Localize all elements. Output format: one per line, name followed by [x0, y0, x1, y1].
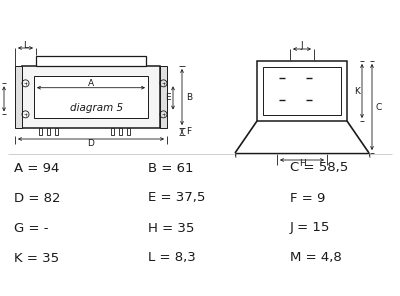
- Text: I: I: [234, 154, 236, 159]
- Text: C = 58,5: C = 58,5: [290, 162, 348, 175]
- Bar: [15, 66, 22, 128]
- Text: E = 37,5: E = 37,5: [148, 192, 205, 205]
- Bar: [263, 67, 341, 115]
- Text: A = 94: A = 94: [14, 162, 59, 175]
- Text: diagram 5: diagram 5: [70, 102, 123, 112]
- Bar: [46, 128, 50, 135]
- Text: D: D: [88, 139, 94, 147]
- Text: K = 35: K = 35: [14, 252, 59, 265]
- Text: F = 9: F = 9: [290, 192, 325, 205]
- Text: L = 8,3: L = 8,3: [148, 252, 196, 265]
- Bar: [22, 66, 160, 128]
- Text: L: L: [23, 41, 28, 49]
- Text: I: I: [368, 154, 370, 159]
- Text: M = 4,8: M = 4,8: [290, 252, 342, 265]
- Text: F: F: [186, 127, 191, 136]
- Text: B = 61: B = 61: [148, 162, 194, 175]
- Text: J = 15: J = 15: [290, 221, 330, 234]
- Bar: [36, 56, 146, 66]
- Bar: [160, 66, 167, 128]
- Text: B: B: [186, 92, 192, 102]
- Text: D = 82: D = 82: [14, 192, 60, 205]
- Text: H: H: [299, 160, 305, 168]
- Text: G = -: G = -: [14, 221, 48, 234]
- Text: J: J: [301, 41, 303, 51]
- Bar: [118, 128, 122, 135]
- Bar: [110, 128, 114, 135]
- Text: K: K: [354, 86, 360, 96]
- Bar: [257, 61, 347, 121]
- Bar: [54, 128, 58, 135]
- Text: H = 35: H = 35: [148, 221, 194, 234]
- Text: A: A: [88, 79, 94, 88]
- Text: C: C: [376, 102, 382, 112]
- Bar: [34, 76, 148, 118]
- Bar: [126, 128, 130, 135]
- Bar: [38, 128, 42, 135]
- Text: E: E: [165, 94, 171, 102]
